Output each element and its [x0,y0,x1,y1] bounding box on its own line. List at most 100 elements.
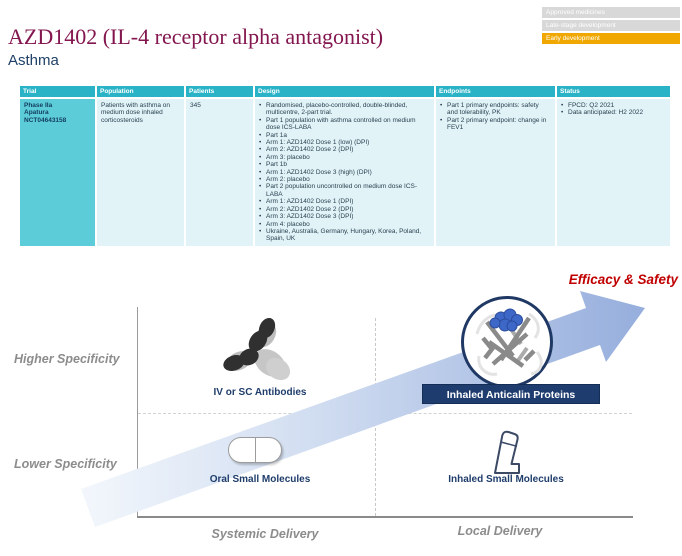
design-bullet-text: Arm 1: AZD1402 Dose 3 (high) (DPI) [266,168,372,176]
bullet-icon: • [440,116,443,124]
page-title: AZD1402 (IL-4 receptor alpha antagonist) [8,24,384,49]
design-bullet-text: Arm 2: AZD1402 Dose 2 (DPI) [266,146,354,154]
design-bullet: • Arm 2: AZD1402 Dose 2 (DPI) [259,206,430,213]
design-bullet-text: Arm 3: placebo [266,153,310,161]
column-header: Trial [20,86,95,97]
stage-badge[interactable]: Approved medicines [542,7,680,18]
design-bullet: • Part 1b [259,161,430,168]
bullet-icon: • [259,198,262,206]
inhaler-icon [494,430,520,474]
trial-cell-line: NCT04643158 [24,116,67,124]
stage-badge[interactable]: Late-stage development [542,20,680,31]
design-bullet: • Arm 2: placebo [259,176,430,183]
status-cell: • FPCD: Q2 2021 • Data anticipated: H2 2… [557,99,670,246]
design-bullet: • Ukraine, Australia, Germany, Hungary, … [259,228,430,243]
capsule-divider [255,438,256,462]
design-bullet: • Part 2 population uncontrolled on medi… [259,183,430,198]
design-bullet-text: Arm 1: AZD1402 Dose 1 (DPI) [266,198,354,206]
trial-cell-line: Phase IIa [24,102,53,109]
protein-ribbon-graphic [475,308,543,376]
endpoints-cell: • Part 1 primary endpoints: safety and t… [436,99,555,246]
iv-sc-antibodies-label: IV or SC Antibodies [213,387,307,398]
inhaled-small-molecules-label: Inhaled Small Molecules [448,474,564,485]
bullet-icon: • [259,220,262,228]
patients-count: 345 [190,102,201,109]
design-bullet-text: Randomised, placebo-controlled, double-b… [266,102,408,117]
efficacy-safety-label: Efficacy & Safety [568,272,678,287]
design-bullet-text: Arm 3: AZD1402 Dose 3 (DPI) [266,213,354,221]
trial-table: Trial Population Patients Design Endpoints St… [20,86,672,246]
lower-specificity-label: Lower Specificity [14,457,117,471]
bullet-icon: • [259,102,262,109]
bullet-icon: • [259,168,262,176]
vertical-divider-dashed [375,318,376,516]
design-bullet: • Arm 1: AZD1402 Dose 3 (high) (DPI) [259,169,430,176]
status-bullet: • Data anticipated: H2 2022 [561,109,666,116]
design-bullet-text: Arm 2: AZD1402 Dose 2 (DPI) [266,205,354,213]
population-text: Patients with asthma on medium dose inha… [101,102,171,124]
column-header: Endpoints [436,86,555,97]
bullet-icon: • [561,102,564,109]
design-bullet: • Arm 3: placebo [259,154,430,161]
table-row: Phase IIa Apatura NCT04643158 Patients wit… [20,99,672,246]
design-bullet: • Arm 3: AZD1402 Dose 3 (DPI) [259,213,430,220]
x-axis-line [137,516,633,518]
stage-badge[interactable]: Early development [542,33,680,44]
stage-legend: Approved medicines Late-stage development… [542,7,680,46]
bullet-icon: • [259,161,262,169]
design-bullet: • Arm 4: placebo [259,221,430,228]
endpoint-bullet-text: Part 1 primary endpoints: safety and tol… [447,102,539,117]
status-bullet-text: Data anticipated: H2 2022 [568,109,644,117]
design-bullet: • Arm 1: AZD1402 Dose 1 (DPI) [259,198,430,205]
design-bullet-text: Part 1a [266,131,287,139]
column-header: Population [97,86,184,97]
bullet-icon: • [259,116,262,124]
anticalin-protein-icon [461,296,553,388]
bullet-icon: • [259,183,262,191]
design-bullet: • Part 1a [259,132,430,139]
horizontal-divider-dashed [138,413,632,414]
table-header-row: Trial Population Patients Design Endpoints St… [20,86,672,97]
bullet-icon: • [259,146,262,154]
design-bullet-text: Part 1 population with asthma controlled… [266,116,416,132]
design-bullet-text: Arm 1: AZD1402 Dose 1 (low) (DPI) [266,139,370,147]
endpoint-bullet-text: Part 2 primary endpoint: change in FEV1 [447,116,547,132]
design-bullet-text: Part 2 population uncontrolled on medium… [266,183,418,198]
design-bullet-text: Ukraine, Australia, Germany, Hungary, Ko… [266,227,422,243]
bullet-icon: • [259,153,262,161]
bullet-icon: • [561,109,564,117]
systemic-delivery-label: Systemic Delivery [211,527,319,541]
status-bullet-text: FPCD: Q2 2021 [568,102,615,109]
design-bullet-text: Part 1b [266,161,287,169]
design-bullet: • Part 1 population with asthma controll… [259,117,430,132]
column-header: Design [255,86,434,97]
bullet-icon: • [259,131,262,139]
higher-specificity-label: Higher Specificity [14,352,120,366]
trial-cell: Phase IIa Apatura NCT04643158 [20,99,95,246]
bullet-icon: • [259,227,262,235]
local-delivery-label: Local Delivery [457,524,543,538]
endpoint-bullet: • Part 2 primary endpoint: change in FEV… [440,117,551,132]
capsule-icon [228,437,282,463]
column-header: Status [557,86,670,97]
population-cell: Patients with asthma on medium dose inha… [97,99,184,246]
trial-cell-line: Apatura [24,109,49,117]
status-bullet: • FPCD: Q2 2021 [561,102,666,109]
patients-cell: 345 [186,99,253,246]
oral-small-molecules-label: Oral Small Molecules [209,474,311,485]
bullet-icon: • [259,205,262,213]
bullet-icon: • [259,176,262,184]
design-bullet-text: Arm 4: placebo [266,220,310,228]
design-bullet-text: Arm 2: placebo [266,176,310,184]
bullet-icon: • [440,102,443,109]
inhaled-anticalin-proteins-label: Inhaled Anticalin Proteins [422,384,600,404]
design-cell: • Randomised, placebo-controlled, double… [255,99,434,246]
column-header: Patients [186,86,253,97]
antibody-icon [223,318,291,381]
bullet-icon: • [259,213,262,221]
endpoint-bullet: • Part 1 primary endpoints: safety and t… [440,102,551,117]
page-subtitle: Asthma [8,52,59,69]
bullet-icon: • [259,139,262,147]
design-bullet: • Arm 1: AZD1402 Dose 1 (low) (DPI) [259,139,430,146]
